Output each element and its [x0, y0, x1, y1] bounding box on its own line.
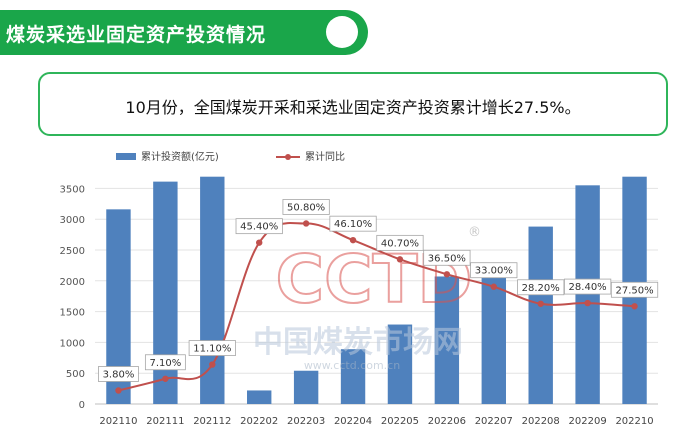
y-tick-label: 3500	[60, 184, 85, 195]
point-202112	[209, 361, 216, 368]
data-label-box	[235, 218, 283, 235]
x-tick-label: 202203	[287, 416, 325, 427]
data-label-box	[282, 199, 330, 215]
data-label-box	[423, 249, 471, 266]
point-202207	[490, 283, 497, 290]
banner-circle-icon	[326, 16, 358, 48]
point-202202	[256, 239, 263, 246]
data-label: 46.10%	[334, 219, 372, 230]
data-label-box	[564, 278, 612, 295]
x-tick-label: 202112	[193, 416, 231, 427]
data-label-box	[610, 281, 659, 298]
bar-202202	[247, 390, 272, 404]
watermark-url: www.cctd.com.cn	[304, 359, 400, 372]
bar-202205	[387, 324, 413, 404]
x-tick-label: 202209	[569, 416, 607, 427]
point-202205	[396, 256, 404, 263]
x-tick-label: 202202	[240, 416, 278, 427]
point-202210	[631, 303, 638, 310]
y-tick-labels: 0 500 1000 1500 2000 2500 3000 3500	[60, 184, 85, 411]
data-label: 7.10%	[149, 358, 181, 369]
data-label-box	[470, 262, 518, 279]
x-tick-label: 202207	[475, 416, 513, 427]
point-202203	[302, 220, 310, 227]
bar-202208	[528, 226, 553, 404]
data-label-box	[329, 215, 377, 232]
data-label: 27.50%	[615, 285, 653, 296]
x-tick-label: 202204	[334, 416, 372, 427]
data-label: 33.00%	[475, 266, 513, 277]
bar-202206	[434, 276, 460, 404]
data-label: 36.50%	[428, 253, 466, 264]
y-tick-label: 3000	[60, 215, 85, 226]
data-label-box	[144, 354, 186, 371]
line-points	[115, 220, 638, 394]
watermark: CCTD ® 中国煤炭市场网 www.cctd.com.cn	[253, 225, 481, 372]
point-202111	[162, 375, 169, 382]
x-tick-label: 202110	[99, 416, 137, 427]
x-tick-labels: 202110 202111 202112 202202 202203 202204 2022…	[99, 416, 653, 427]
summary-box: 10月份，全国煤炭开采和采选业固定资产投资累计增长27.5%。	[38, 72, 668, 136]
y-tick-label: 2500	[60, 246, 85, 257]
bar-202111	[153, 181, 178, 404]
point-202208	[537, 300, 544, 307]
bar-202209	[575, 185, 600, 404]
data-label-box	[98, 366, 139, 382]
point-202110	[115, 387, 122, 394]
summary-text: 10月份，全国煤炭开采和采选业固定资产投资累计增长27.5%。	[125, 98, 581, 117]
data-label-box	[517, 279, 565, 296]
legend-bar-label: 累计投资额(亿元)	[141, 150, 219, 163]
data-label: 45.40%	[240, 222, 278, 233]
watermark-cn: 中国煤炭市场网	[253, 325, 463, 360]
point-202209	[584, 299, 591, 307]
data-label: 50.80%	[287, 202, 325, 213]
point-202204	[349, 236, 357, 244]
x-tick-label: 202210	[615, 416, 653, 427]
y-tick-label: 500	[66, 369, 85, 380]
watermark-registered: ®	[468, 225, 481, 240]
data-label: 40.70%	[381, 238, 419, 249]
data-label: 28.40%	[569, 282, 607, 293]
y-tick-label: 1000	[60, 338, 85, 349]
data-label: 11.10%	[193, 344, 231, 355]
y-tick-label: 2000	[60, 277, 85, 288]
point-202206	[443, 271, 451, 278]
section-title: 煤炭采选业固定资产投资情况	[6, 24, 267, 46]
bar-202203	[293, 370, 319, 404]
data-label-box	[376, 234, 424, 251]
x-tick-label: 202205	[381, 416, 419, 427]
x-tick-label: 202208	[522, 416, 560, 427]
legend-line-label: 累计同比	[305, 150, 345, 163]
bar-202112	[200, 176, 225, 404]
section-banner: 煤炭采选业固定资产投资情况	[0, 10, 368, 55]
legend-bar-swatch	[116, 153, 136, 160]
data-label: 28.20%	[522, 283, 560, 294]
y-tick-label: 0	[79, 400, 85, 411]
data-label-box	[188, 340, 236, 356]
x-tick-label: 202111	[146, 416, 184, 427]
legend-line-marker	[285, 154, 291, 160]
y-tick-label: 1500	[60, 308, 85, 319]
legend: 累计投资额(亿元) 累计同比	[116, 150, 345, 163]
bar-202204	[340, 349, 366, 404]
data-labels: 3.80% 7.10% 11.10% 45.40% 50.80% 46.10% 40.70%…	[98, 199, 659, 382]
x-tick-label: 202206	[428, 416, 466, 427]
data-label: 3.80%	[103, 369, 135, 380]
